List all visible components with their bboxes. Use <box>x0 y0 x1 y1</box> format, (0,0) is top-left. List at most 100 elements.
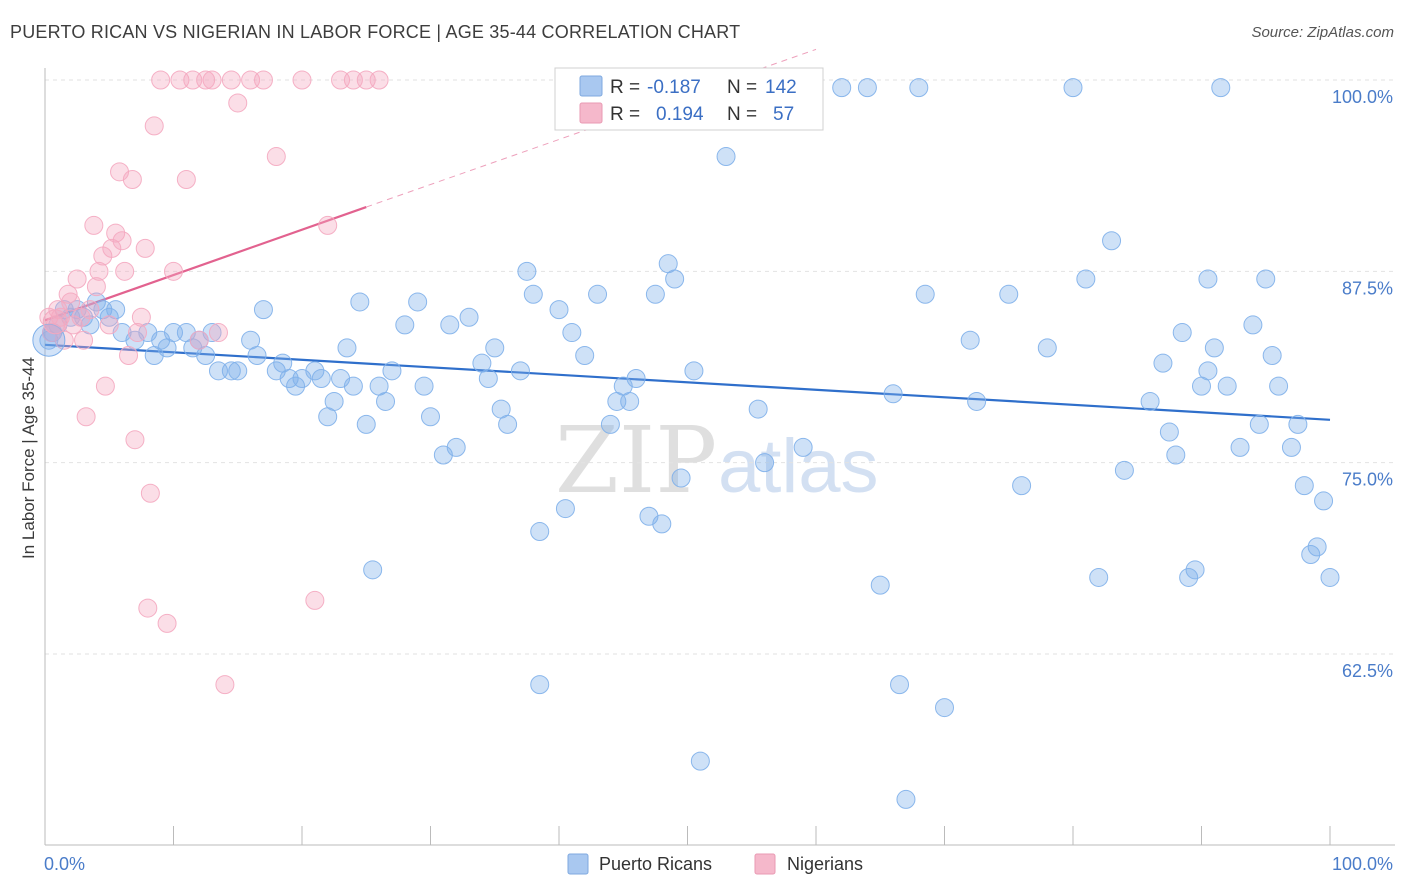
point-puerto-rican-55 <box>459 307 479 327</box>
point-nigerian-13 <box>80 300 100 320</box>
point-puerto-rican-111 <box>1140 391 1160 411</box>
point-nigerian-5 <box>54 330 74 350</box>
point-nigerian-11 <box>74 330 94 350</box>
point-puerto-rican-104 <box>1012 476 1032 496</box>
point-puerto-rican-25 <box>221 361 241 381</box>
point-nigerian-56 <box>369 70 389 90</box>
point-puerto-rican-70 <box>588 284 608 304</box>
point-nigerian-44 <box>215 675 235 695</box>
point-puerto-rican-125 <box>1243 315 1263 335</box>
correlation-legend: R = -0.187 N = 142 R = 0.194 N = 57 <box>554 67 824 131</box>
point-puerto-rican-112 <box>1153 353 1173 373</box>
point-puerto-rican-133 <box>1301 545 1321 565</box>
point-nigerian-16 <box>89 261 109 281</box>
point-puerto-rican-94 <box>870 575 890 595</box>
point-nigerian-23 <box>112 231 132 251</box>
point-puerto-rican-41 <box>343 376 363 396</box>
point-puerto-rican-78 <box>652 514 672 534</box>
x-tick-labels: 0.0% 100.0% <box>44 854 1393 874</box>
point-puerto-rican-107 <box>1076 269 1096 289</box>
point-puerto-rican-110 <box>1114 460 1134 480</box>
point-puerto-rican-80 <box>665 269 685 289</box>
point-puerto-rican-63 <box>523 284 543 304</box>
y-tick-label-2: 75.0% <box>1342 470 1393 490</box>
legend-r-label-1: R = <box>610 77 640 98</box>
chart-title: PUERTO RICAN VS NIGERIAN IN LABOR FORCE … <box>10 22 741 42</box>
point-puerto-rican-40 <box>337 338 357 358</box>
y-tick-label-3: 62.5% <box>1342 661 1393 681</box>
point-puerto-rican-88 <box>748 399 768 419</box>
point-nigerian-28 <box>128 323 148 343</box>
point-puerto-rican-51 <box>421 407 440 427</box>
chart-source: Source: ZipAtlas.com <box>1251 24 1394 41</box>
point-puerto-rican-115 <box>1172 323 1192 343</box>
point-nigerian-40 <box>189 330 209 350</box>
point-nigerian-33 <box>144 116 164 136</box>
point-puerto-rican-47 <box>382 361 402 381</box>
point-puerto-rican-65 <box>530 675 550 695</box>
point-puerto-rican-124 <box>1230 437 1250 457</box>
point-nigerian-6 <box>58 284 78 304</box>
point-puerto-rican-64 <box>530 522 550 542</box>
point-nigerian-cluster <box>42 309 68 335</box>
point-nigerian-27 <box>125 430 145 450</box>
point-puerto-rican-130 <box>1281 437 1301 457</box>
point-puerto-rican-53 <box>440 315 460 335</box>
point-nigerian-46 <box>228 93 248 113</box>
point-nigerian-45 <box>221 70 241 90</box>
point-puerto-rican-69 <box>575 346 595 366</box>
point-nigerian-20 <box>102 238 122 258</box>
point-nigerian-48 <box>253 70 273 90</box>
point-puerto-rican-136 <box>1320 567 1340 587</box>
point-nigerian-49 <box>266 147 286 167</box>
watermark-zip: ZIP <box>555 407 717 514</box>
y-tick-label-0: 100.0% <box>1332 87 1393 107</box>
point-puerto-rican-71 <box>600 414 620 434</box>
data-points <box>32 70 1340 809</box>
point-puerto-rican-21 <box>157 338 177 358</box>
point-puerto-rican-83 <box>684 361 704 381</box>
series-legend-label-nigerians: Nigerians <box>787 854 863 874</box>
series-legend-swatch-puerto-ricans <box>567 853 589 875</box>
point-puerto-rican-43 <box>356 414 376 434</box>
point-puerto-rican-95 <box>883 384 903 404</box>
point-puerto-rican-96 <box>890 675 910 695</box>
legend-n-label-2: N = <box>727 104 757 125</box>
point-puerto-rican-38 <box>324 391 344 411</box>
point-puerto-rican-35 <box>305 361 325 381</box>
point-puerto-rican-29 <box>253 300 273 320</box>
x-tick-label-max: 100.0% <box>1332 854 1393 874</box>
point-puerto-rican-74 <box>620 391 640 411</box>
point-puerto-rican-119 <box>1198 361 1218 381</box>
point-puerto-rican-54 <box>446 437 466 457</box>
point-nigerian-34 <box>151 70 171 90</box>
point-puerto-rican-116 <box>1179 567 1199 587</box>
point-puerto-rican-131 <box>1288 414 1308 434</box>
point-puerto-rican-91 <box>793 437 813 457</box>
point-puerto-rican-92 <box>832 78 852 98</box>
point-nigerian-9 <box>67 269 87 289</box>
legend-n-label-1: N = <box>727 77 757 98</box>
point-nigerian-26 <box>122 169 142 189</box>
point-nigerian-21 <box>106 223 126 243</box>
point-nigerian-15 <box>86 277 106 297</box>
point-puerto-rican-102 <box>967 391 987 411</box>
point-puerto-rican-26 <box>228 361 248 381</box>
x-tick-label-min: 0.0% <box>44 854 85 874</box>
point-puerto-rican-113 <box>1159 422 1179 442</box>
point-puerto-rican-127 <box>1256 269 1276 289</box>
point-nigerian-12 <box>76 407 96 427</box>
point-nigerian-19 <box>99 315 119 335</box>
point-puerto-rican-134 <box>1307 537 1327 557</box>
point-puerto-rican-75 <box>626 368 646 388</box>
point-nigerian-41 <box>196 70 216 90</box>
point-puerto-rican-98 <box>909 78 929 98</box>
point-nigerian-14 <box>84 215 104 235</box>
point-puerto-rican-126 <box>1249 414 1269 434</box>
point-puerto-rican-84 <box>690 751 710 771</box>
series-legend-swatch-nigerians <box>754 853 776 875</box>
point-puerto-rican-120 <box>1198 269 1218 289</box>
point-puerto-rican-60 <box>498 414 518 434</box>
point-puerto-rican-44 <box>363 560 383 580</box>
